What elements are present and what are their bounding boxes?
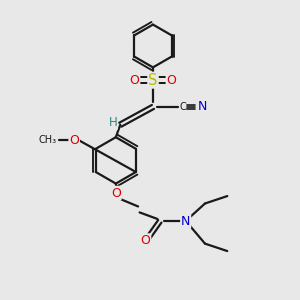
Text: O: O <box>141 234 151 247</box>
Text: S: S <box>148 73 158 88</box>
Text: N: N <box>197 100 207 113</box>
Text: CH₃: CH₃ <box>38 136 56 146</box>
Text: O: O <box>167 74 176 87</box>
Text: O: O <box>69 134 79 147</box>
Text: H: H <box>109 116 117 129</box>
Text: O: O <box>111 187 121 200</box>
Text: O: O <box>130 74 140 87</box>
Text: C: C <box>179 102 186 112</box>
Text: N: N <box>181 215 190 228</box>
